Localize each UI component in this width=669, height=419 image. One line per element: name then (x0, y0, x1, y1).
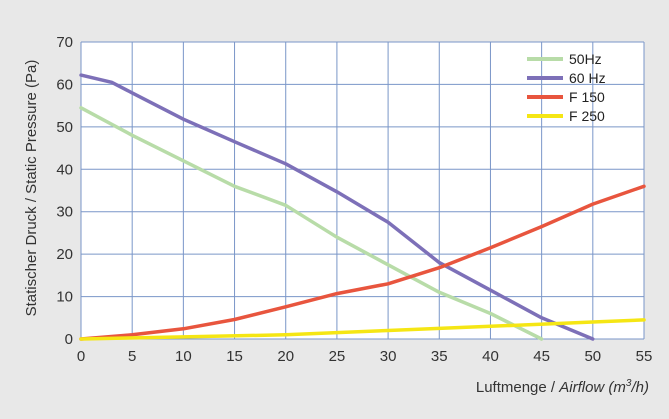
y-tick-label: 40 (56, 161, 73, 178)
y-tick-label: 0 (65, 331, 73, 348)
x-tick-label: 15 (226, 348, 243, 365)
y-tick-label: 50 (56, 119, 73, 136)
x-axis-title-suffix: /h) (630, 379, 649, 396)
x-axis-title: Luftmenge / Airflow (m3/h) (476, 378, 649, 396)
legend-label: 50Hz (569, 51, 602, 67)
series-line-50hz (79, 106, 544, 341)
x-tick-label: 45 (533, 348, 550, 365)
x-tick-label: 20 (277, 348, 294, 365)
x-tick-label: 5 (128, 348, 136, 365)
y-tick-labels: 0 10 20 30 40 50 60 70 (56, 34, 73, 348)
series-line-f-250 (79, 318, 646, 341)
x-tick-label: 55 (636, 348, 653, 365)
y-tick-label: 10 (56, 289, 73, 306)
x-tick-label: 30 (380, 348, 397, 365)
x-tick-label: 10 (175, 348, 192, 365)
x-tick-labels: 0 5 10 15 20 25 30 35 40 45 50 55 (77, 348, 653, 365)
x-tick-label: 25 (329, 348, 346, 365)
series-line-60-hz (79, 73, 595, 341)
y-axis-title: Statischer Druck / Static Pressure (Pa) (23, 60, 40, 317)
series-lines (79, 73, 646, 341)
y-tick-label: 60 (56, 76, 73, 93)
legend-label: 60 Hz (569, 70, 606, 86)
x-tick-label: 35 (431, 348, 448, 365)
plot-background (81, 42, 644, 339)
x-axis-title-superscript: 3 (626, 378, 632, 389)
x-axis-title-prefix: Luftmenge / (476, 379, 559, 396)
legend-label: F 150 (569, 89, 605, 105)
legend: 50Hz 60 Hz F 150 F 250 (527, 51, 606, 124)
legend-label: F 250 (569, 108, 605, 124)
x-tick-label: 50 (584, 348, 601, 365)
y-tick-label: 70 (56, 34, 73, 51)
x-tick-label: 0 (77, 348, 85, 365)
x-tick-label: 40 (482, 348, 499, 365)
y-tick-label: 30 (56, 204, 73, 221)
y-tick-label: 20 (56, 246, 73, 263)
grid-lines (80, 41, 645, 340)
series-line-f-150 (79, 184, 646, 341)
x-axis-title-italic: Airflow (m (558, 379, 626, 396)
